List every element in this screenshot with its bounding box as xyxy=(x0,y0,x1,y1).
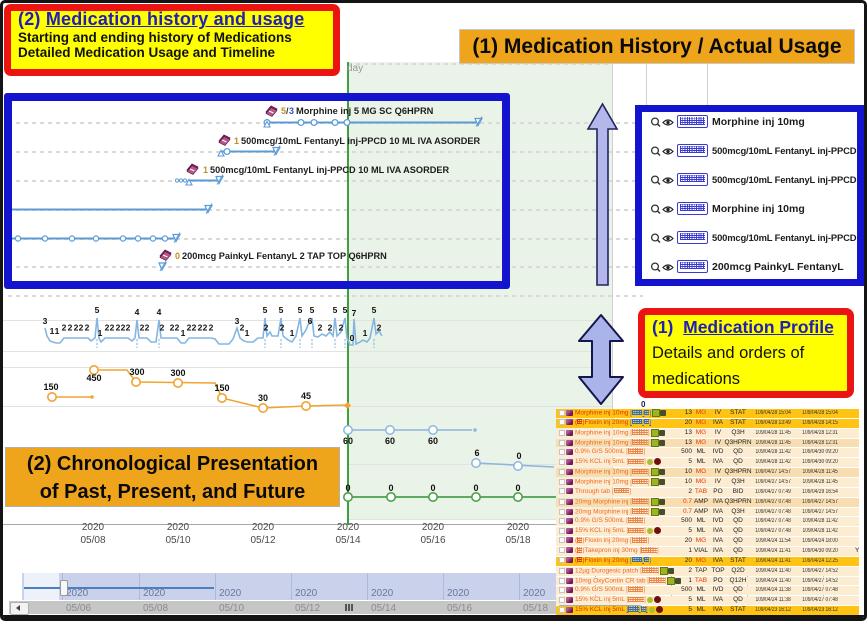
svg-text:2: 2 xyxy=(192,323,197,333)
svg-text:150: 150 xyxy=(214,383,229,393)
svg-text:200mcg PainkyL FentanyL 2 TAP: 200mcg PainkyL FentanyL 2 TAP TOP Q6HPRN xyxy=(182,251,387,261)
svg-text:2: 2 xyxy=(328,323,333,333)
svg-text:2: 2 xyxy=(203,323,208,333)
svg-text:2: 2 xyxy=(339,323,344,333)
svg-text:2: 2 xyxy=(74,323,79,333)
svg-text:0: 0 xyxy=(641,400,646,409)
svg-text:1: 1 xyxy=(245,328,250,338)
svg-text:500mcg/10mL FentanyL inj-PPCD: 500mcg/10mL FentanyL inj-PPCD 10 ML IVA … xyxy=(241,136,480,146)
svg-text:1: 1 xyxy=(98,328,103,338)
svg-text:5: 5 xyxy=(310,305,315,315)
svg-text:6: 6 xyxy=(474,448,479,458)
svg-text:2: 2 xyxy=(110,323,115,333)
svg-text:2: 2 xyxy=(68,323,73,333)
svg-text:2: 2 xyxy=(280,323,285,333)
svg-text:5: 5 xyxy=(95,305,100,315)
svg-text:30: 30 xyxy=(258,393,268,403)
svg-text:2: 2 xyxy=(170,323,175,333)
svg-text:0: 0 xyxy=(345,483,350,493)
svg-text:2: 2 xyxy=(175,323,180,333)
svg-text:2: 2 xyxy=(377,323,382,333)
svg-text:5: 5 xyxy=(281,106,286,116)
svg-text:60: 60 xyxy=(343,436,353,446)
svg-text:0: 0 xyxy=(516,451,521,461)
svg-text:1: 1 xyxy=(234,136,239,146)
svg-text:1: 1 xyxy=(55,326,60,336)
svg-text:2: 2 xyxy=(187,323,192,333)
svg-text:3: 3 xyxy=(235,316,240,326)
svg-text:0: 0 xyxy=(430,483,435,493)
svg-text:0: 0 xyxy=(175,251,180,261)
svg-text:4: 4 xyxy=(157,307,162,317)
svg-text:2: 2 xyxy=(116,323,121,333)
svg-text:0: 0 xyxy=(388,483,393,493)
svg-text:0: 0 xyxy=(350,333,355,343)
svg-text:1: 1 xyxy=(50,326,55,336)
svg-text:0: 0 xyxy=(473,483,478,493)
svg-text:150: 150 xyxy=(43,382,58,392)
svg-text:2: 2 xyxy=(121,323,126,333)
svg-text:2: 2 xyxy=(79,323,84,333)
svg-text:3: 3 xyxy=(289,106,294,116)
svg-text:6: 6 xyxy=(308,316,313,326)
svg-text:5: 5 xyxy=(343,305,348,315)
svg-text:2: 2 xyxy=(318,323,323,333)
svg-text:1: 1 xyxy=(181,328,186,338)
svg-text:2: 2 xyxy=(264,323,269,333)
svg-text:5: 5 xyxy=(333,305,338,315)
svg-text:5: 5 xyxy=(263,305,268,315)
svg-text:60: 60 xyxy=(428,436,438,446)
svg-text:7: 7 xyxy=(352,308,357,318)
svg-text:2: 2 xyxy=(145,323,150,333)
svg-text:60: 60 xyxy=(385,436,395,446)
svg-text:0: 0 xyxy=(515,483,520,493)
svg-text:1: 1 xyxy=(290,328,295,338)
svg-text:5: 5 xyxy=(279,305,284,315)
svg-text:2: 2 xyxy=(209,323,214,333)
svg-text:45: 45 xyxy=(301,391,311,401)
svg-text:2: 2 xyxy=(160,323,165,333)
svg-text:/: / xyxy=(286,106,289,116)
svg-text:Morphine inj 5 MG SC Q6HPRN: Morphine inj 5 MG SC Q6HPRN xyxy=(296,106,434,116)
svg-text:5: 5 xyxy=(298,305,303,315)
svg-text:300: 300 xyxy=(129,367,144,377)
svg-text:2: 2 xyxy=(240,323,245,333)
svg-text:3: 3 xyxy=(43,316,48,326)
svg-text:1: 1 xyxy=(363,328,368,338)
svg-text:500mcg/10mL FentanyL inj-PPCD: 500mcg/10mL FentanyL inj-PPCD 10 ML IVA … xyxy=(210,165,449,175)
svg-text:2: 2 xyxy=(198,323,203,333)
svg-text:2: 2 xyxy=(62,323,67,333)
svg-text:2: 2 xyxy=(85,323,90,333)
svg-text:450: 450 xyxy=(86,373,101,383)
svg-text:2: 2 xyxy=(105,323,110,333)
svg-text:5: 5 xyxy=(372,305,377,315)
svg-text:1: 1 xyxy=(203,165,208,175)
svg-text:2: 2 xyxy=(140,323,145,333)
svg-text:2: 2 xyxy=(126,323,131,333)
svg-text:4: 4 xyxy=(135,307,140,317)
svg-text:300: 300 xyxy=(170,368,185,378)
